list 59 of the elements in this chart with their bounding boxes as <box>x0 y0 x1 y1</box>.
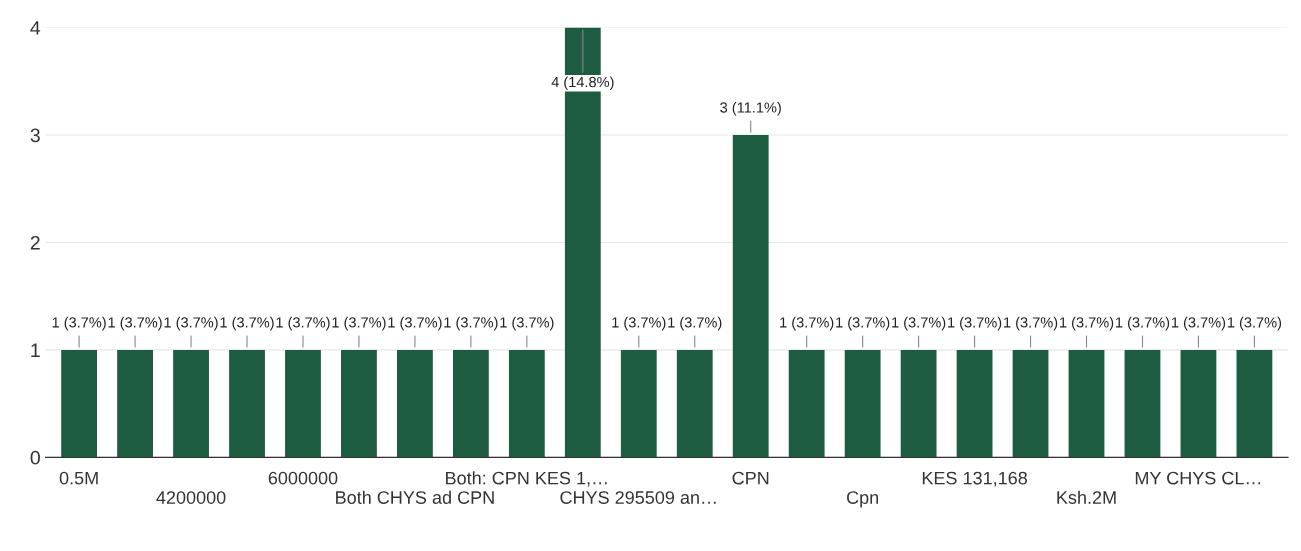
bar <box>676 349 713 458</box>
bar <box>508 349 545 458</box>
data-label: 1 (3.7%) <box>948 316 1002 331</box>
bar <box>844 349 881 458</box>
data-label: 1 (3.7%) <box>1172 316 1226 331</box>
data-label: 1 (3.7%) <box>1004 316 1058 331</box>
x-tick-label: Cpn <box>847 491 879 508</box>
bar <box>341 349 377 458</box>
y-tick-label: 3 <box>30 128 40 143</box>
data-label: 1 (3.7%) <box>1227 316 1282 331</box>
bar <box>173 349 209 458</box>
data-label: 1 (3.7%) <box>780 316 834 331</box>
bar <box>956 349 993 458</box>
data-label: 4 (14.8%) <box>551 76 614 91</box>
data-label: 1 (3.7%) <box>164 316 218 331</box>
bar <box>1012 349 1049 458</box>
x-tick-label: 6000000 <box>268 471 338 485</box>
bar <box>620 349 657 458</box>
data-label: 1 (3.7%) <box>612 316 666 331</box>
data-label: 1 (3.7%) <box>276 316 330 331</box>
bar <box>397 349 433 458</box>
bar <box>1124 349 1161 458</box>
y-tick-label: 1 <box>31 343 40 357</box>
bar <box>1180 349 1217 458</box>
x-tick-label: CPN <box>732 471 769 485</box>
x-tick-label: KES 131,168 <box>922 471 1027 487</box>
data-label: 1 (3.7%) <box>388 316 442 331</box>
x-tick-label: Both: CPN KES 1,… <box>446 471 607 487</box>
data-label: 1 (3.7%) <box>220 316 274 331</box>
data-label: 1 (3.7%) <box>52 316 106 331</box>
x-tick-label: MY CHYS CL… <box>1135 471 1261 485</box>
data-label: 1 (3.7%) <box>892 316 946 331</box>
x-tick-label: 0.5M <box>59 471 98 485</box>
bar <box>1236 349 1273 458</box>
data-label: 1 (3.7%) <box>108 316 162 331</box>
bar <box>788 349 825 458</box>
x-tick-label: Both CHYS ad CPN <box>336 490 494 504</box>
y-tick-label: 4 <box>30 21 41 35</box>
x-tick-label: Ksh.2M <box>1057 490 1116 504</box>
bar <box>285 349 321 458</box>
data-label: 3 (11.1%) <box>720 101 781 116</box>
data-label: 1 (3.7%) <box>500 316 554 331</box>
data-label: 1 (3.7%) <box>444 316 498 331</box>
data-label: 1 (3.7%) <box>1116 316 1170 331</box>
bar <box>452 349 489 458</box>
bar <box>900 349 937 458</box>
bar <box>229 349 265 458</box>
bar <box>117 349 153 458</box>
data-label: 1 (3.7%) <box>1060 316 1114 331</box>
x-tick-label: CHYS 295509 an… <box>560 491 716 504</box>
bar <box>732 134 769 458</box>
data-label: 1 (3.7%) <box>332 316 386 331</box>
y-tick-label: 0 <box>30 450 40 465</box>
bar <box>61 349 98 458</box>
x-tick-label: 4200000 <box>156 491 226 504</box>
y-tick-label: 2 <box>30 235 40 250</box>
bar <box>1068 349 1105 458</box>
data-label: 1 (3.7%) <box>668 316 722 331</box>
data-label: 1 (3.7%) <box>836 316 890 331</box>
